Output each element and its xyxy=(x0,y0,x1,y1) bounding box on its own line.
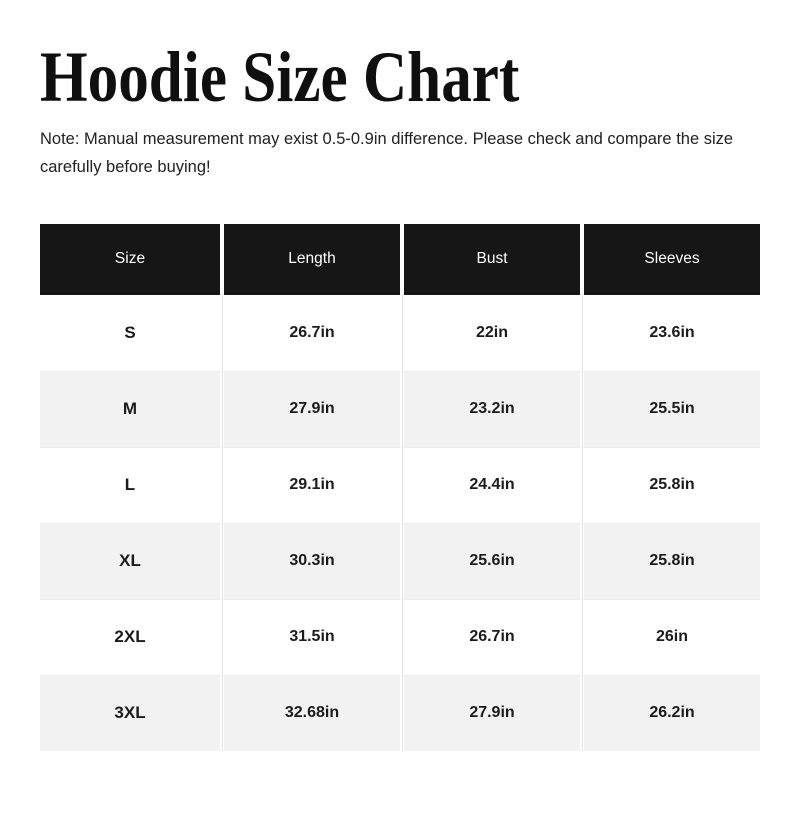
page-container: Hoodie Size Chart Note: Manual measureme… xyxy=(0,37,800,751)
column-header-bust: Bust xyxy=(400,223,580,295)
cell-bust: 23.2in xyxy=(400,370,580,447)
cell-size: XL xyxy=(40,522,220,599)
cell-bust: 25.6in xyxy=(400,522,580,599)
cell-sleeves: 26.2in xyxy=(580,674,760,751)
column-header-size: Size xyxy=(40,223,220,295)
cell-size: L xyxy=(40,446,220,523)
cell-bust: 27.9in xyxy=(400,674,580,751)
table-row: M 27.9in 23.2in 25.5in xyxy=(40,370,760,447)
cell-bust: 24.4in xyxy=(400,446,580,523)
size-chart-table: Size Length Bust Sleeves S 26.7in 22in 2… xyxy=(40,223,760,751)
table-header-row: Size Length Bust Sleeves xyxy=(40,223,760,295)
measurement-note: Note: Manual measurement may exist 0.5-0… xyxy=(40,130,734,176)
table-row: 2XL 31.5in 26.7in 26in xyxy=(40,598,760,675)
cell-size: 3XL xyxy=(40,674,220,751)
cell-size: S xyxy=(40,294,220,371)
cell-bust: 26.7in xyxy=(400,598,580,675)
table-header: Size Length Bust Sleeves xyxy=(40,223,760,295)
cell-sleeves: 25.8in xyxy=(580,446,760,523)
column-header-sleeves: Sleeves xyxy=(580,223,760,295)
cell-size: 2XL xyxy=(40,598,220,675)
cell-length: 29.1in xyxy=(220,446,400,523)
cell-sleeves: 26in xyxy=(580,598,760,675)
cell-length: 31.5in xyxy=(220,598,400,675)
table-row: L 29.1in 24.4in 25.8in xyxy=(40,446,760,523)
table-row: S 26.7in 22in 23.6in xyxy=(40,293,760,371)
cell-length: 32.68in xyxy=(220,674,400,751)
cell-length: 30.3in xyxy=(220,522,400,599)
column-header-length: Length xyxy=(220,223,400,295)
table-body: S 26.7in 22in 23.6in M 27.9in 23.2in 25.… xyxy=(40,293,760,751)
cell-sleeves: 25.8in xyxy=(580,522,760,599)
cell-length: 27.9in xyxy=(220,370,400,447)
cell-size: M xyxy=(40,370,220,447)
cell-sleeves: 25.5in xyxy=(580,370,760,447)
cell-sleeves: 23.6in xyxy=(580,293,760,371)
cell-bust: 22in xyxy=(400,293,580,371)
page-title: Hoodie Size Chart xyxy=(40,37,520,117)
cell-length: 26.7in xyxy=(220,293,400,371)
table-row: 3XL 32.68in 27.9in 26.2in xyxy=(40,674,760,751)
table-row: XL 30.3in 25.6in 25.8in xyxy=(40,522,760,599)
